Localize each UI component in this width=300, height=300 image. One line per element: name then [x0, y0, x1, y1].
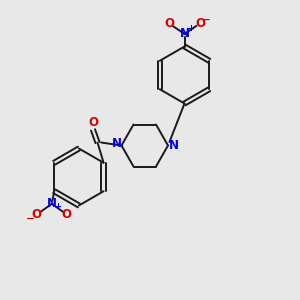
Text: N: N: [47, 197, 57, 210]
Text: N: N: [179, 27, 190, 40]
Text: O: O: [88, 116, 98, 129]
Text: N: N: [168, 139, 178, 152]
Text: +: +: [187, 24, 194, 33]
Text: +: +: [54, 202, 61, 211]
Text: −: −: [202, 15, 211, 25]
Text: −: −: [26, 214, 34, 224]
Text: O: O: [62, 208, 72, 221]
Text: O: O: [32, 208, 42, 221]
Text: N: N: [112, 136, 122, 150]
Text: O: O: [195, 17, 205, 30]
Text: O: O: [164, 17, 174, 30]
